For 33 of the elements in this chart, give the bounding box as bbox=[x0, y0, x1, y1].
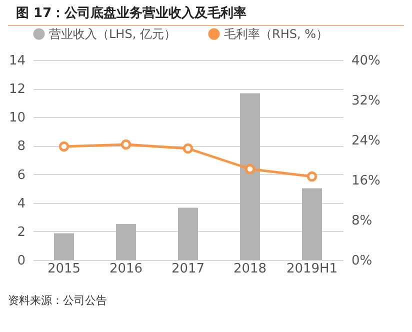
y-tick-label: 4 bbox=[17, 196, 26, 212]
y2-tick-label: 8% bbox=[352, 214, 372, 228]
x-tick-label: 2017 bbox=[171, 262, 205, 276]
bar bbox=[240, 93, 260, 260]
y-tick-label: 0 bbox=[17, 254, 26, 268]
point bbox=[58, 141, 70, 152]
bar bbox=[302, 188, 322, 260]
y2-tick-label: 40% bbox=[352, 54, 380, 68]
text: 资料来源：公司公告 bbox=[7, 293, 108, 308]
y2-tick-label: 16% bbox=[352, 174, 380, 188]
y-tick-label: 14 bbox=[8, 54, 26, 68]
x-tick-label: 2018 bbox=[233, 262, 267, 276]
point bbox=[120, 139, 132, 150]
y2-tick-label: 24% bbox=[352, 134, 380, 148]
y-tick-label: 12 bbox=[8, 82, 26, 98]
y2-tick-label: 0% bbox=[352, 254, 372, 268]
bar bbox=[116, 224, 136, 260]
y-tick-label: 2 bbox=[17, 224, 26, 240]
y2-tick-label: 32% bbox=[352, 94, 380, 108]
y-tick-label: 8 bbox=[17, 139, 26, 154]
y-tick-label: 6 bbox=[17, 168, 26, 183]
y-tick-label: 10 bbox=[8, 110, 26, 126]
x-tick-label: 2019H1 bbox=[286, 262, 338, 276]
x-tick-label: 2016 bbox=[109, 262, 143, 276]
x-tick-label: 2015 bbox=[47, 262, 81, 276]
point bbox=[306, 171, 318, 182]
chart-title: 图 17：公司底盘业务营业收入及毛利率 bbox=[8, 0, 404, 26]
bar bbox=[178, 208, 198, 260]
bar bbox=[54, 233, 74, 260]
point bbox=[182, 143, 194, 154]
legend-label: 营业收入（LHS, 亿元） bbox=[49, 27, 176, 41]
legend-label: 毛利率（RHS, %） bbox=[224, 27, 328, 41]
point bbox=[244, 164, 256, 174]
